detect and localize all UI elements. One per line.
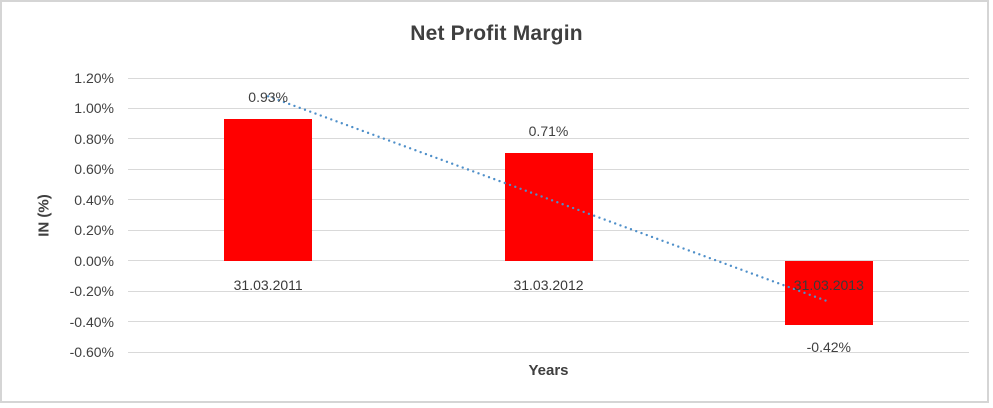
gridline: [128, 107, 969, 109]
x-axis-category-label: 31.03.2013: [793, 276, 864, 293]
bar-series-net-profit-margin[interactable]: [504, 152, 593, 261]
gridline: [128, 351, 969, 353]
chart-title: Net Profit Margin: [410, 22, 583, 45]
y-axis-tick-label: 0.20%: [74, 222, 114, 239]
x-axis-category-label: 31.03.2012: [513, 276, 584, 293]
x-axis-category-label: 31.03.2011: [233, 276, 303, 293]
y-axis-tick-label: -0.60%: [69, 344, 114, 360]
bar-value-label: 0.71%: [528, 122, 569, 139]
gridline: [128, 77, 969, 79]
bar-value-label: -0.42%: [806, 338, 851, 355]
y-axis-tick-label: 1.00%: [74, 100, 114, 117]
y-axis-tick-label: 0.00%: [74, 252, 114, 269]
bar-series-net-profit-margin[interactable]: [224, 119, 313, 261]
y-axis-tick-label: -0.20%: [69, 283, 114, 300]
bar-value-label: 0.93%: [248, 89, 288, 106]
y-axis-tick-label: -0.40%: [69, 313, 114, 330]
y-axis-title: IN (%): [35, 194, 53, 237]
y-axis-tick-label: 0.40%: [74, 191, 114, 208]
y-axis-tick-label: 1.20%: [74, 70, 114, 86]
y-axis-tick-label: 0.60%: [74, 161, 114, 178]
y-axis-tick-label: 0.80%: [74, 130, 114, 147]
gridline: [128, 321, 969, 323]
x-axis-title: Years: [528, 362, 569, 379]
